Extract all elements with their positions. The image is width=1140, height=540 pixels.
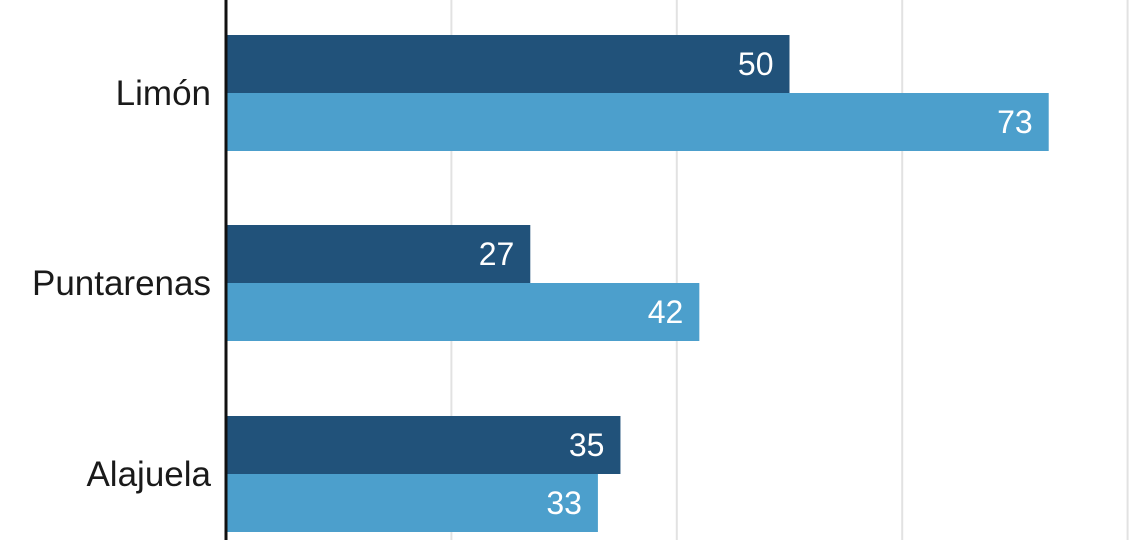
data-label: 73 <box>997 104 1033 140</box>
category-labels: Limón Puntarenas Alajuela <box>32 74 212 494</box>
category-label: Alajuela <box>86 455 211 494</box>
bar <box>226 225 531 283</box>
category-label: Puntarenas <box>32 264 211 303</box>
bar <box>226 474 598 532</box>
bar <box>226 283 700 341</box>
bar <box>226 416 621 474</box>
data-label: 33 <box>546 485 582 521</box>
data-label: 50 <box>738 46 774 82</box>
category-label: Limón <box>116 74 211 113</box>
bar <box>226 35 790 93</box>
data-label: 27 <box>479 236 515 272</box>
data-label: 42 <box>648 294 684 330</box>
bar <box>226 93 1049 151</box>
data-label: 35 <box>569 427 605 463</box>
bars: 50 73 27 42 35 33 <box>226 35 1049 532</box>
